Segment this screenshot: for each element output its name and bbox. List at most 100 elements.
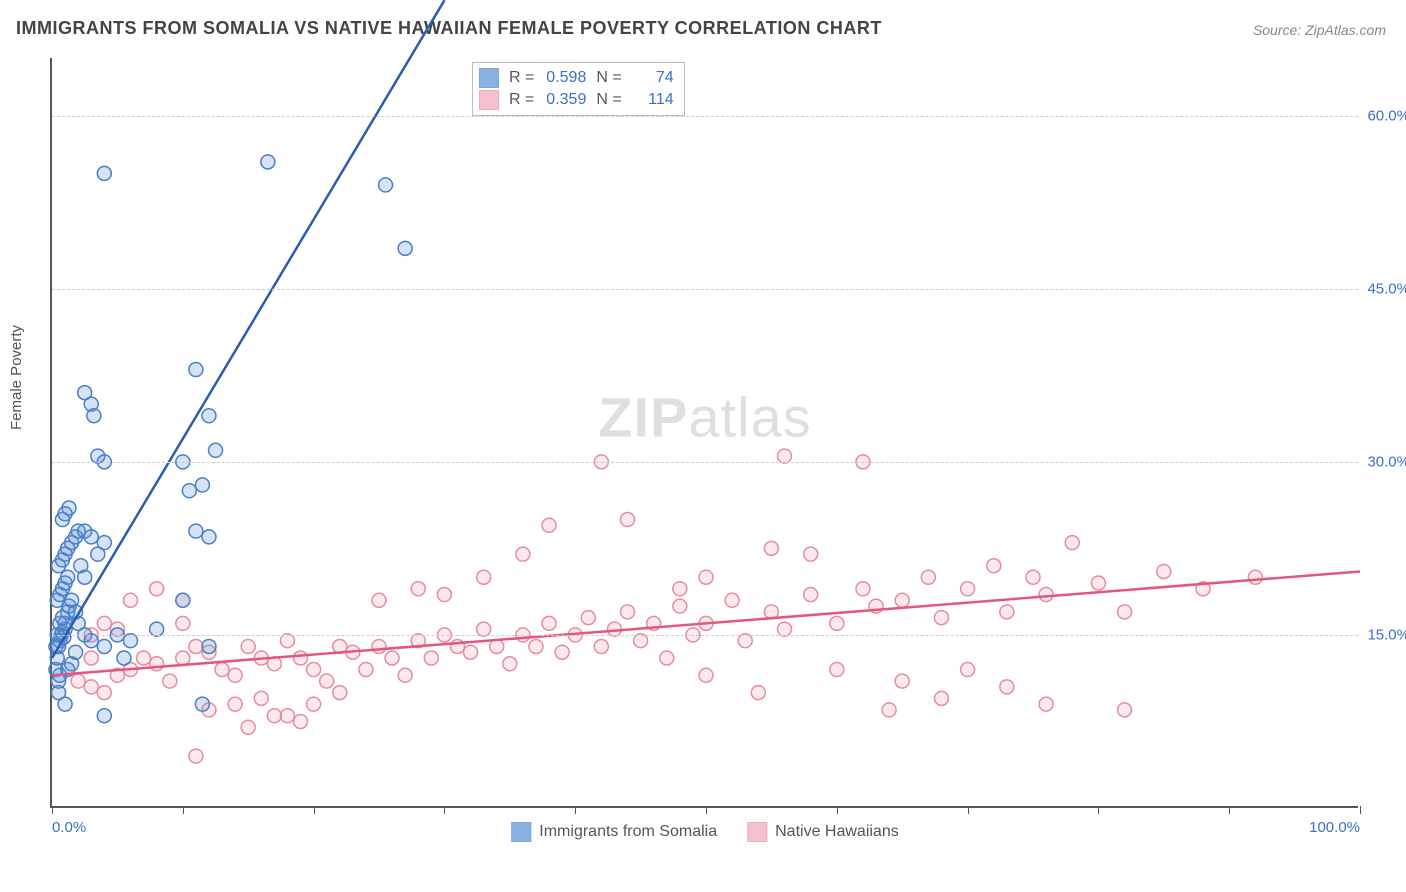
data-point xyxy=(464,645,478,659)
data-point xyxy=(921,570,935,584)
data-point xyxy=(581,611,595,625)
data-point xyxy=(97,639,111,653)
data-point xyxy=(215,663,229,677)
data-point xyxy=(764,541,778,555)
x-tick xyxy=(837,806,838,814)
data-point xyxy=(189,363,203,377)
data-point xyxy=(241,720,255,734)
swatch-pink-icon xyxy=(479,90,499,110)
data-point xyxy=(123,593,137,607)
data-point xyxy=(195,697,209,711)
x-tick xyxy=(444,806,445,814)
data-point xyxy=(202,409,216,423)
x-tick xyxy=(1229,806,1230,814)
data-point xyxy=(895,674,909,688)
data-point xyxy=(189,639,203,653)
data-point xyxy=(987,559,1001,573)
regression-line xyxy=(52,571,1360,675)
data-point xyxy=(261,155,275,169)
data-point xyxy=(398,668,412,682)
data-point xyxy=(804,588,818,602)
data-point xyxy=(97,686,111,700)
source-label: Source: ZipAtlas.com xyxy=(1253,22,1386,38)
data-point xyxy=(934,611,948,625)
gridline-h xyxy=(52,289,1358,290)
data-point xyxy=(1248,570,1262,584)
data-point xyxy=(516,547,530,561)
n-label: N = xyxy=(596,69,621,87)
data-point xyxy=(660,651,674,665)
data-point xyxy=(379,178,393,192)
gridline-h xyxy=(52,116,1358,117)
data-point xyxy=(477,570,491,584)
x-tick xyxy=(1098,806,1099,814)
swatch-pink-icon xyxy=(747,822,767,842)
data-point xyxy=(195,478,209,492)
data-point xyxy=(555,645,569,659)
data-point xyxy=(117,651,131,665)
n-value-pink: 114 xyxy=(632,91,674,109)
data-point xyxy=(254,691,268,705)
data-point xyxy=(55,611,69,625)
data-point xyxy=(97,709,111,723)
y-tick-label: 15.0% xyxy=(1367,626,1406,643)
data-point xyxy=(398,241,412,255)
data-point xyxy=(1039,588,1053,602)
data-point xyxy=(961,663,975,677)
data-point xyxy=(411,582,425,596)
data-point xyxy=(1091,576,1105,590)
data-point xyxy=(830,616,844,630)
scatter-svg xyxy=(52,58,1358,806)
data-point xyxy=(751,686,765,700)
data-point xyxy=(1118,703,1132,717)
data-point xyxy=(307,663,321,677)
data-point xyxy=(280,709,294,723)
legend-row-pink: R = 0.359 N = 114 xyxy=(479,89,674,111)
data-point xyxy=(895,593,909,607)
data-point xyxy=(97,616,111,630)
data-point xyxy=(137,651,151,665)
data-point xyxy=(961,582,975,596)
data-point xyxy=(189,749,203,763)
plot-area: ZIPatlas R = 0.598 N = 74 R = 0.359 N = … xyxy=(50,58,1358,808)
data-point xyxy=(202,639,216,653)
data-point xyxy=(673,599,687,613)
data-point xyxy=(542,518,556,532)
data-point xyxy=(97,536,111,550)
data-point xyxy=(621,513,635,527)
data-point xyxy=(97,166,111,180)
data-point xyxy=(176,651,190,665)
data-point xyxy=(209,443,223,457)
data-point xyxy=(699,570,713,584)
data-point xyxy=(150,582,164,596)
correlation-legend: R = 0.598 N = 74 R = 0.359 N = 114 xyxy=(472,62,685,116)
data-point xyxy=(71,674,85,688)
regression-line xyxy=(52,0,444,658)
legend-label-blue: Immigrants from Somalia xyxy=(539,823,717,841)
x-tick xyxy=(968,806,969,814)
data-point xyxy=(359,663,373,677)
data-point xyxy=(320,674,334,688)
data-point xyxy=(58,697,72,711)
x-tick xyxy=(183,806,184,814)
data-point xyxy=(78,386,92,400)
x-tick xyxy=(52,806,53,814)
data-point xyxy=(202,530,216,544)
data-point xyxy=(621,605,635,619)
data-point xyxy=(529,639,543,653)
data-point xyxy=(804,547,818,561)
legend-item-pink: Native Hawaiians xyxy=(747,822,899,842)
data-point xyxy=(78,570,92,584)
data-point xyxy=(503,657,517,671)
swatch-blue-icon xyxy=(511,822,531,842)
data-point xyxy=(189,524,203,538)
x-tick xyxy=(706,806,707,814)
data-point xyxy=(333,686,347,700)
gridline-h xyxy=(52,635,1358,636)
data-point xyxy=(228,697,242,711)
data-point xyxy=(176,616,190,630)
data-point xyxy=(61,570,75,584)
data-point xyxy=(673,582,687,596)
y-tick-label: 30.0% xyxy=(1367,453,1406,470)
data-point xyxy=(307,697,321,711)
